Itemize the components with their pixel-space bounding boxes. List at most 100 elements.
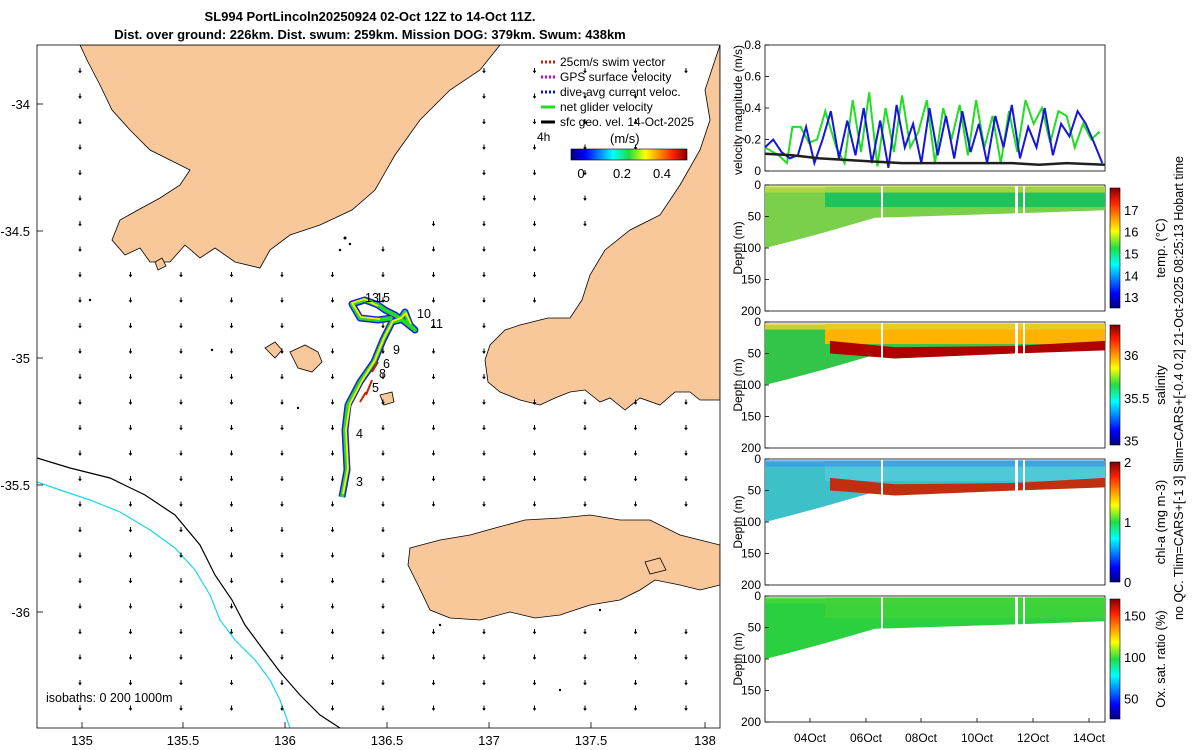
section-ytick-label: 0 — [754, 178, 761, 192]
surface-velocity-arrow — [684, 680, 688, 686]
surface-velocity-arrow — [179, 578, 183, 584]
surface-velocity-arrow — [229, 425, 234, 431]
surface-velocity-arrow — [179, 603, 183, 609]
section-panel[interactable]: 0 50 100 150 200 Depth (m) 35 35.5 36 salinity — [731, 315, 1168, 455]
surface-velocity-arrow — [330, 297, 335, 303]
surface-velocity-arrow — [482, 348, 486, 354]
surface-velocity-arrow — [330, 603, 335, 609]
section-colorbar — [1109, 187, 1121, 309]
surface-velocity-arrow — [179, 425, 183, 431]
surface-velocity-arrow — [78, 654, 82, 660]
surface-velocity-arrow — [633, 501, 638, 507]
surface-velocity-arrow — [330, 348, 335, 354]
surface-velocity-arrow — [532, 399, 537, 405]
velocity-ylabel: velocity magnitude (m/s) — [731, 45, 745, 175]
surface-velocity-arrow — [633, 680, 638, 686]
surface-velocity-arrow — [381, 578, 385, 584]
date-tick-label: 12Oct — [1017, 731, 1050, 745]
section-colorbar-tick: 17 — [1124, 203, 1138, 218]
surface-velocity-arrow — [330, 552, 335, 558]
velocity-series-line — [764, 152, 1106, 166]
surface-velocity-arrow — [381, 323, 385, 329]
surface-velocity-arrow — [78, 705, 82, 711]
section-surface-layer — [765, 323, 1105, 330]
surface-velocity-arrow — [179, 629, 183, 635]
surface-velocity-arrow — [78, 272, 82, 278]
section-band — [830, 477, 1105, 496]
surface-velocity-arrow — [128, 629, 133, 635]
surface-velocity-arrow — [330, 323, 335, 329]
surface-velocity-arrow — [280, 552, 284, 558]
surface-velocity-arrow — [229, 552, 234, 558]
section-ylabel: Depth (m) — [731, 358, 745, 411]
surface-velocity-arrow — [381, 425, 385, 431]
surface-velocity-arrow — [583, 450, 587, 456]
section-panel[interactable]: 0 50 100 150 200 Depth (m) 13 14 15 16 17 temp. (°C… — [731, 178, 1168, 318]
legend-label: 25cm/s swim vector — [560, 55, 665, 69]
surface-velocity-arrow — [229, 297, 234, 303]
surface-velocity-arrow — [431, 705, 436, 711]
surface-velocity-arrow — [280, 272, 284, 278]
section-colorbar-label: temp. (°C) — [1153, 218, 1168, 277]
isobaths-label: isobaths: 0 200 1000m — [46, 691, 172, 705]
surface-velocity-arrow — [330, 705, 335, 711]
surface-velocity-arrow — [633, 705, 638, 711]
surface-velocity-arrow — [431, 399, 436, 405]
surface-velocity-arrow — [78, 144, 82, 150]
velocity-series-line — [764, 104, 1104, 168]
surface-velocity-arrow — [482, 680, 486, 686]
section-data-gap — [881, 323, 883, 361]
surface-velocity-arrow — [128, 476, 133, 482]
section-ytick-label: 0 — [754, 315, 761, 329]
surface-velocity-arrow — [633, 68, 638, 74]
section-data-gap — [881, 460, 883, 498]
section-ytick-label: 50 — [748, 210, 762, 224]
surface-velocity-arrow — [330, 629, 335, 635]
surface-velocity-arrow — [381, 450, 385, 456]
section-colorbar-tick: 14 — [1124, 268, 1138, 283]
surface-velocity-arrow — [78, 578, 82, 584]
surface-velocity-arrow — [482, 246, 486, 252]
surface-velocity-arrow — [179, 399, 183, 405]
surface-velocity-arrow — [78, 348, 82, 354]
section-band — [830, 340, 1105, 359]
velocity-panel[interactable]: 0 0.2 0.4 0.6 0.8 velocity magnitude (m/s) — [731, 38, 1106, 178]
surface-velocity-arrow — [583, 119, 587, 125]
chart-title-line2: Dist. over ground: 226km. Dist. swum: 25… — [114, 27, 626, 42]
surface-velocity-arrow — [179, 374, 183, 380]
section-ytick-label: 0 — [754, 589, 761, 603]
surface-velocity-arrow — [179, 501, 183, 507]
section-panel[interactable]: 0 50 100 150 200 Depth (m) 0 1 2 chl-a (mg m-3) — [731, 452, 1168, 592]
surface-velocity-arrow — [381, 476, 385, 482]
track-day-label: 8 — [379, 367, 386, 381]
processing-note: no QC. Tlim=CARS+[-1 3] Slim=CARS+[-0.4 … — [1172, 156, 1186, 620]
section-ytick-label: 100 — [741, 515, 761, 529]
map-xtick-label: 135 — [71, 733, 93, 748]
surface-velocity-arrow — [633, 476, 638, 482]
surface-velocity-arrow — [583, 221, 587, 227]
surface-velocity-arrow — [381, 374, 385, 380]
surface-velocity-arrow — [381, 527, 385, 533]
surface-velocity-arrow — [229, 705, 234, 711]
isobath-1000m — [37, 481, 291, 728]
section-colorbar — [1109, 324, 1121, 446]
surface-velocity-arrow — [78, 323, 82, 329]
surface-velocity-arrow — [78, 680, 82, 686]
surface-velocity-arrow — [381, 629, 385, 635]
surface-velocity-arrow — [381, 501, 385, 507]
surface-velocity-arrow — [381, 297, 385, 303]
surface-velocity-arrow — [684, 629, 688, 635]
surface-velocity-arrow — [431, 323, 436, 329]
surface-velocity-arrow — [330, 374, 335, 380]
section-colorbar-tick: 35.5 — [1124, 391, 1149, 406]
section-ytick-label: 200 — [741, 715, 761, 729]
map-ytick-label: -34.5 — [0, 224, 30, 239]
surface-velocity-arrow — [532, 501, 537, 507]
surface-velocity-arrow — [280, 323, 284, 329]
section-data-gap — [1023, 323, 1025, 361]
surface-velocity-arrow — [532, 680, 537, 686]
section-ytick-label: 100 — [741, 378, 761, 392]
